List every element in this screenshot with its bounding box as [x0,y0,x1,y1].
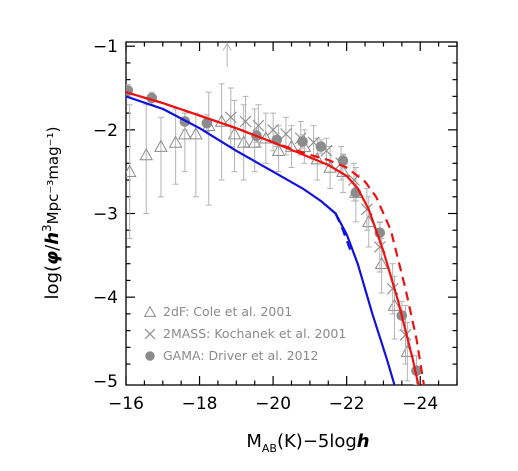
triangle-point [387,298,402,311]
y-axis-label: log(φ/h3Mpc⁻³mag⁻¹) [40,127,63,300]
triangle-point [168,135,183,148]
cross-point [239,115,252,128]
y-axis-label-units: Mpc [44,194,62,225]
x-axis-label-rest: (K)−5log [277,431,357,452]
upper-limit-arrowhead [222,42,232,51]
y-axis-label-h: h [42,232,63,245]
triangle-point [139,147,154,161]
circle-point [315,141,327,152]
cross-stroke [280,128,292,140]
cross-stroke [373,241,386,253]
legend-label: GAMA: Driver et al. 2012 [163,348,318,363]
cross-stroke [361,203,373,216]
y-tick-label: −3 [93,205,118,225]
y-tick-label: −2 [93,121,118,141]
cross-point [224,111,237,124]
cross-point [280,128,292,140]
x-tick-label: −22 [329,394,365,414]
legend-circle-marker [145,351,155,361]
triangle-point [361,214,376,228]
circle-point [201,117,213,129]
cross-series [224,87,412,365]
cross-stroke [144,328,156,340]
triangle-point [126,164,137,177]
axis-layer: −16 −18 −20 −22 −24 −1 −2 −3 −4 −5 [93,37,458,414]
x-tick-label: −24 [402,394,438,414]
x-tick-label: −16 [108,394,144,414]
circle-point [337,155,349,167]
x-axis-label-sub: AB [262,442,277,455]
cross-stroke [307,136,320,149]
cross-stroke [239,115,252,128]
y-axis-label-tail: ⁻³mag⁻¹) [44,127,62,194]
y-axis-label-prefix: log( [42,265,63,299]
triangle-point [214,114,229,127]
triangle-point [177,126,192,140]
x-axis-label-h: h [357,431,370,452]
triangle-point [154,139,168,152]
triangle-point [189,126,203,140]
x-axis-label-main: M [246,431,262,452]
red-solid-curve [126,91,420,385]
blue-solid-curve [126,95,396,385]
legend-label: 2MASS: Kochanek et al. 2001 [163,326,346,341]
red-dashed-curve [126,91,425,385]
circle-point [297,136,308,147]
triangle-point [247,135,262,148]
triangle-point [271,143,286,157]
x-axis-label: MAB(K)−5logh [246,431,369,455]
legend-triangle-marker [143,305,157,317]
triangle-point [374,256,389,269]
cross-stroke [320,144,333,157]
cross-stroke [224,111,237,124]
y-tick-label: −4 [93,288,118,308]
y-tick-label: −1 [93,37,118,57]
y-tick-label: −5 [93,372,118,392]
triangle-point [227,126,242,140]
data-layer [126,42,425,385]
cross-stroke [267,123,280,136]
x-tick-label: −18 [182,394,218,414]
x-tick-label: −20 [255,394,291,414]
legend: 2dF: Cole et al. 2001 2MASS: Kochanek et … [143,304,346,363]
legend-label: 2dF: Cole et al. 2001 [163,304,292,319]
triangle-point [236,135,251,148]
blue-dashed-curve [334,213,354,256]
y-axis-label-sup: 3 [40,224,54,232]
cross-stroke [386,282,399,295]
y-axis-label-phi: φ [42,251,63,265]
triangle-point [284,139,299,152]
y-axis-label-slash: / [42,244,63,251]
legend-cross-marker [144,328,156,340]
